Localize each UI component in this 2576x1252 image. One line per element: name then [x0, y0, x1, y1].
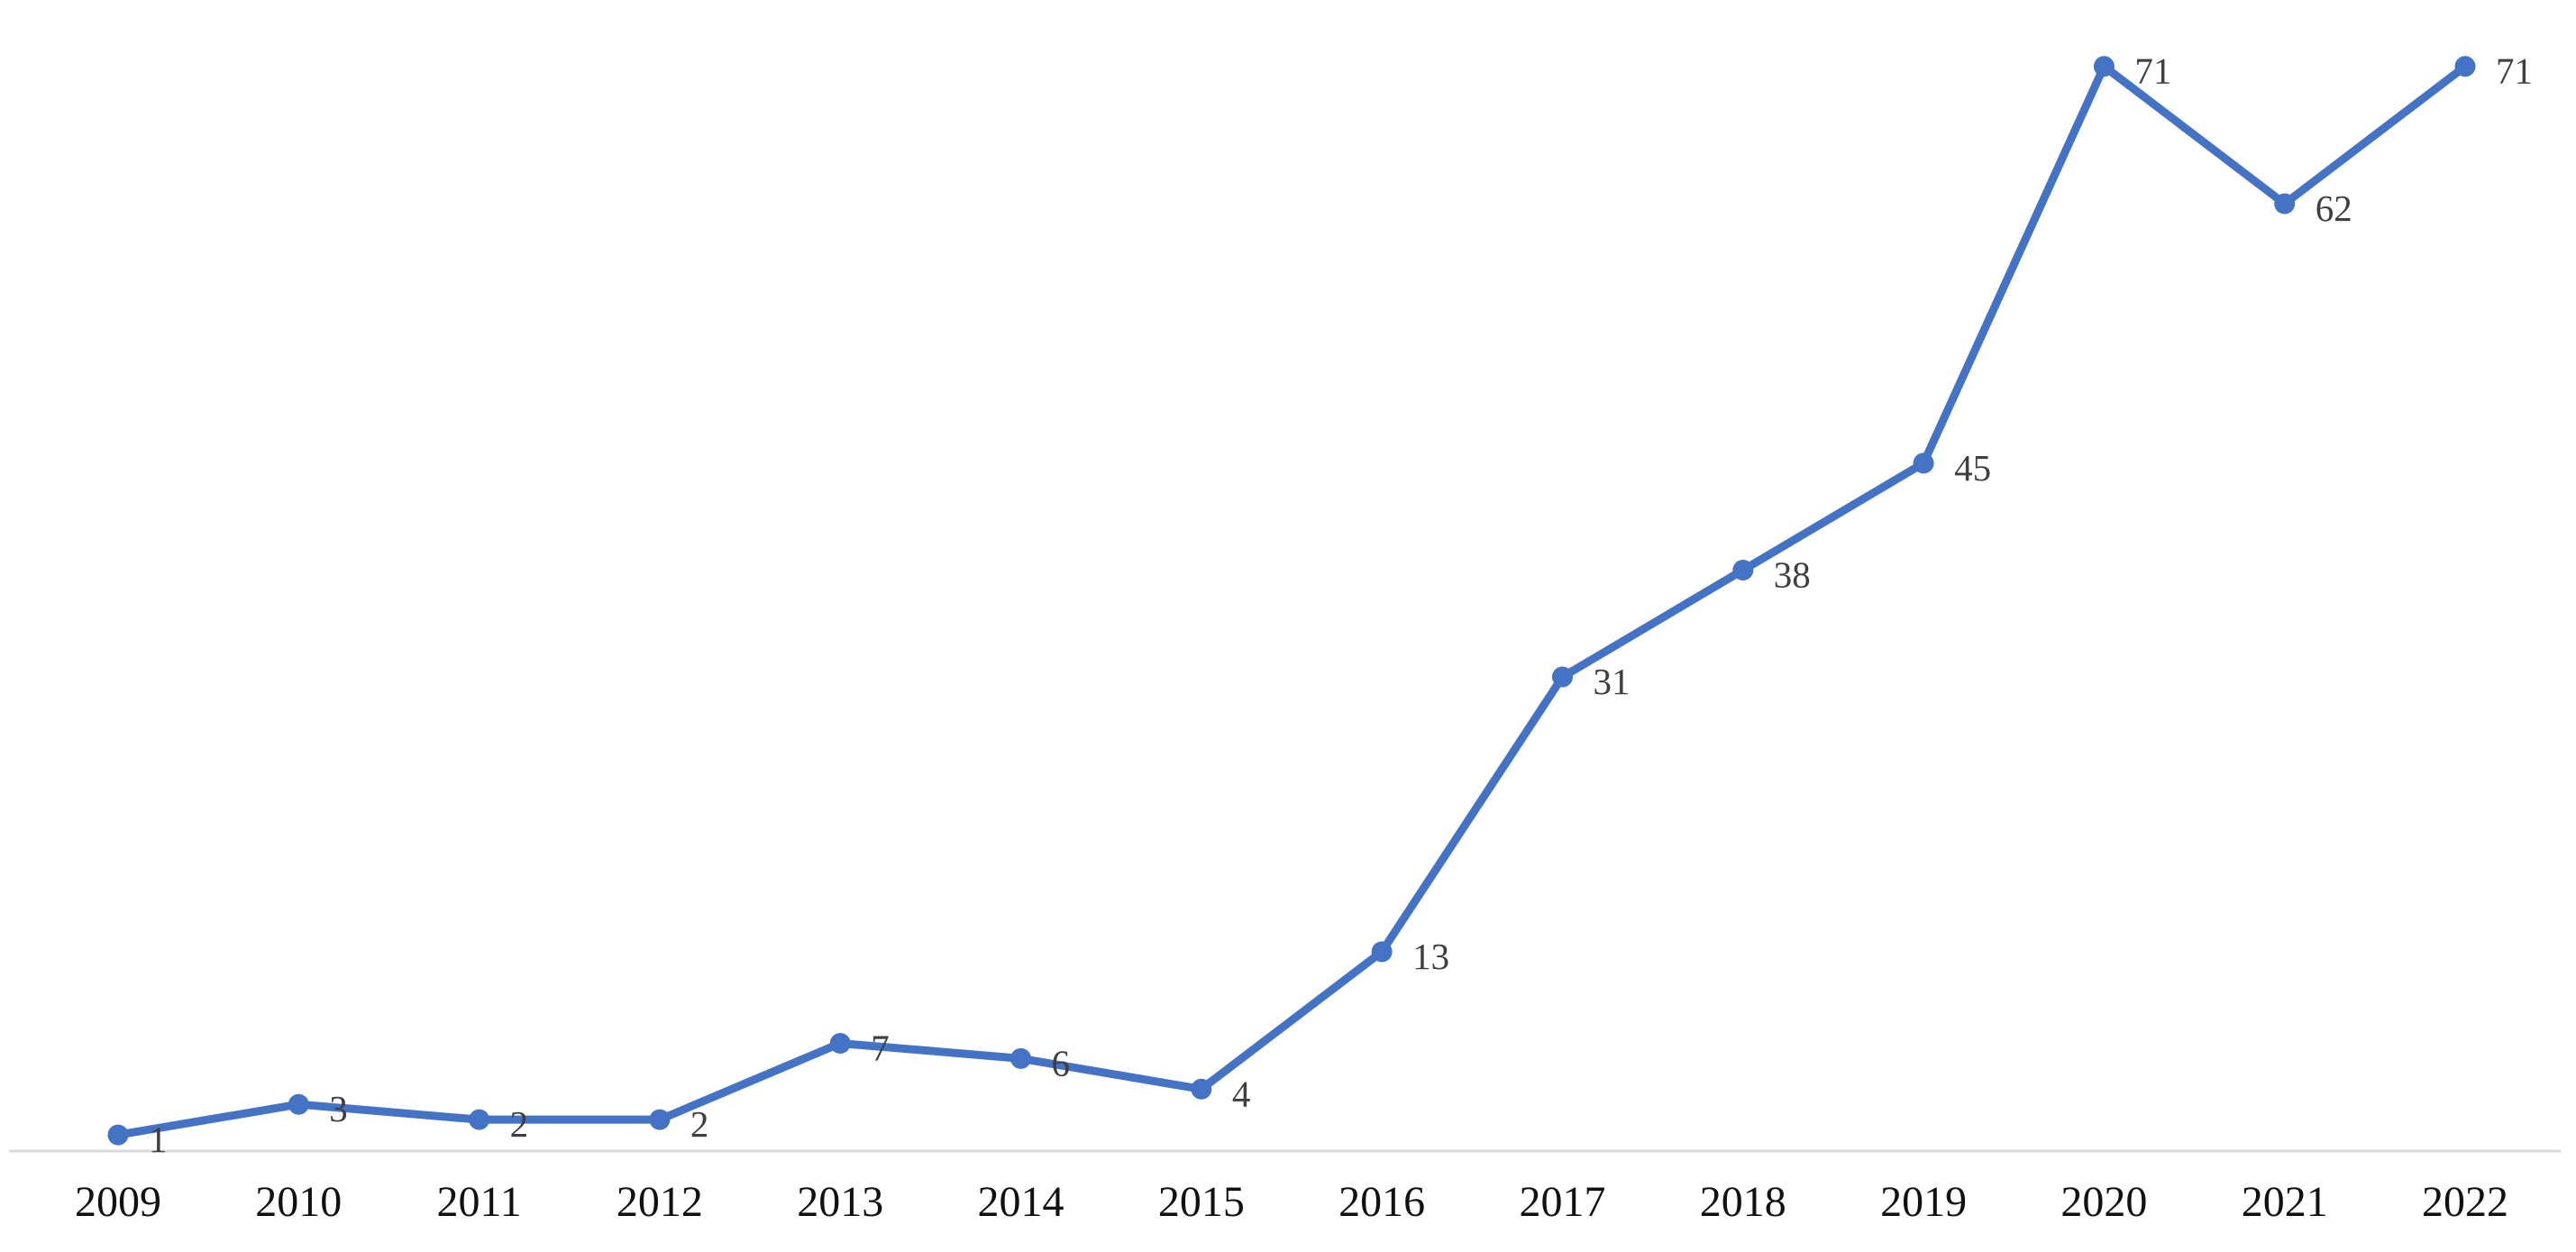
data-label: 62: [2316, 187, 2352, 229]
data-point-marker: [829, 1032, 851, 1054]
data-point-marker: [649, 1109, 671, 1130]
data-point-marker: [288, 1093, 309, 1115]
data-label: 31: [1593, 661, 1630, 702]
x-tick-label: 2009: [75, 1178, 161, 1226]
x-tick-label: 2013: [797, 1178, 883, 1226]
x-tick-label: 2012: [617, 1178, 703, 1226]
x-tick-label: 2021: [2242, 1178, 2328, 1226]
data-point-marker: [2454, 56, 2476, 78]
x-tick-label: 2015: [1158, 1178, 1245, 1226]
data-label: 45: [1954, 447, 1991, 489]
data-label: 1: [149, 1119, 168, 1160]
x-tick-label: 2019: [1880, 1178, 1967, 1226]
data-point-marker: [1913, 452, 1934, 474]
x-tick-label: 2011: [437, 1178, 522, 1226]
data-label: 4: [1232, 1073, 1251, 1114]
data-label: 2: [690, 1103, 709, 1145]
x-tick-label: 2020: [2060, 1178, 2147, 1226]
series-line: [114, 62, 2470, 1139]
data-point-marker: [1371, 941, 1393, 963]
data-label: 38: [1774, 553, 1811, 595]
data-label: 13: [1412, 936, 1449, 977]
data-point-marker: [1551, 666, 1573, 688]
x-tick-label: 2018: [1700, 1178, 1786, 1226]
data-point-marker: [2274, 193, 2296, 215]
data-point-marker: [469, 1109, 490, 1130]
data-label: 3: [329, 1088, 348, 1129]
x-tick-label: 2010: [255, 1178, 342, 1226]
data-label: 71: [2496, 50, 2533, 92]
x-tick-label: 2014: [978, 1178, 1064, 1226]
data-label: 6: [1052, 1042, 1071, 1083]
x-tick-label: 2022: [2422, 1178, 2508, 1226]
data-point-marker: [107, 1124, 129, 1146]
data-point-marker: [1191, 1078, 1212, 1100]
x-tick-label: 2016: [1338, 1178, 1425, 1226]
data-label: 2: [510, 1103, 529, 1145]
data-label: 71: [2134, 50, 2171, 92]
data-point-marker: [1010, 1047, 1032, 1069]
x-tick-label: 2017: [1519, 1178, 1605, 1226]
data-label: 7: [871, 1027, 890, 1068]
data-point-marker: [1732, 559, 1754, 580]
data-point-marker: [2093, 56, 2115, 78]
